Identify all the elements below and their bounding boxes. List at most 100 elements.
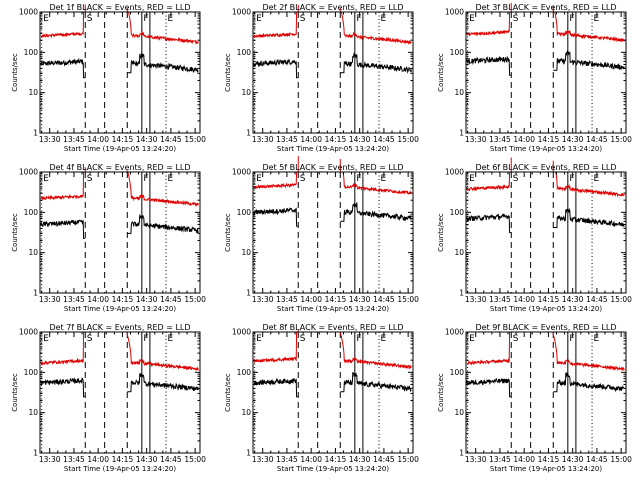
y-tick-label: 1000 xyxy=(19,168,38,177)
x-tick-label: 13:45 xyxy=(276,455,298,464)
x-tick-label: 14:15 xyxy=(112,295,134,304)
lld-series-line xyxy=(466,171,511,192)
y-axis-label: Counts/sec xyxy=(224,213,232,252)
y-tick-label: 100 xyxy=(24,368,39,377)
panel-title: Det 9f BLACK = Events, RED = LLD xyxy=(475,323,616,332)
x-tick-label: 13:30 xyxy=(39,455,61,464)
x-tick-label: 14:00 xyxy=(513,455,535,464)
panel-title: Det 7f BLACK = Events, RED = LLD xyxy=(49,323,190,332)
lld-series-line xyxy=(339,332,412,370)
marker-label: E xyxy=(469,14,475,24)
x-tick-label: 13:45 xyxy=(489,295,511,304)
x-tick-label: 14:15 xyxy=(325,295,347,304)
x-tick-label: 13:45 xyxy=(63,455,85,464)
marker-label: E xyxy=(43,14,49,24)
plot-frame xyxy=(39,331,201,454)
x-tick-label: 14:30 xyxy=(562,455,584,464)
plot-frame xyxy=(465,171,627,294)
y-tick-label: 1000 xyxy=(19,8,38,17)
marker-label: F xyxy=(356,334,361,344)
marker-label: F xyxy=(143,174,148,184)
marker-label: F xyxy=(569,14,574,24)
marker-label: S xyxy=(300,174,306,184)
x-axis-label: Start Time (19-Apr-05 13:24:20) xyxy=(277,465,389,473)
x-axis-label: Start Time (19-Apr-05 13:24:20) xyxy=(64,305,176,313)
x-tick-label: 15:00 xyxy=(397,455,419,464)
x-tick-label: 14:45 xyxy=(160,135,182,144)
x-tick-label: 14:45 xyxy=(373,135,395,144)
lld-series-line xyxy=(127,11,199,45)
x-tick-label: 14:30 xyxy=(562,295,584,304)
panel-title: Det 6f BLACK = Events, RED = LLD xyxy=(475,163,616,172)
y-tick-label: 1 xyxy=(33,449,38,458)
x-tick-label: 13:45 xyxy=(276,295,298,304)
y-axis-label: Counts/sec xyxy=(437,53,445,92)
marker-label: S xyxy=(513,334,519,344)
x-tick-label: 14:00 xyxy=(87,455,109,464)
x-tick-label: 14:45 xyxy=(160,455,182,464)
marker-label: F xyxy=(356,14,361,24)
marker-label: E xyxy=(381,174,387,184)
y-tick-label: 1 xyxy=(246,289,251,298)
marker-label: F xyxy=(143,14,148,24)
marker-label: E xyxy=(256,334,262,344)
x-tick-label: 14:15 xyxy=(325,455,347,464)
marker-label: E xyxy=(594,334,600,344)
plot-frame xyxy=(465,11,627,134)
plot-frame xyxy=(252,11,414,134)
y-axis-label: Counts/sec xyxy=(224,373,232,412)
events-series-line xyxy=(553,207,625,228)
y-tick-label: 100 xyxy=(237,208,252,217)
panel-title: Det 4f BLACK = Events, RED = LLD xyxy=(49,163,190,172)
y-axis-label: Counts/sec xyxy=(11,213,19,252)
x-tick-label: 15:00 xyxy=(397,295,419,304)
marker-label: E xyxy=(381,334,387,344)
x-tick-label: 13:30 xyxy=(39,135,61,144)
x-axis-label: Start Time (19-Apr-05 13:24:20) xyxy=(64,465,176,473)
x-tick-label: 13:30 xyxy=(465,455,487,464)
y-tick-label: 100 xyxy=(450,368,465,377)
y-tick-label: 1000 xyxy=(445,328,464,337)
panel-title: Det 2f BLACK = Events, RED = LLD xyxy=(262,3,403,12)
y-axis-label: Counts/sec xyxy=(437,373,445,412)
lld-series-line xyxy=(340,171,412,195)
events-series-line xyxy=(253,58,298,79)
x-tick-label: 14:15 xyxy=(538,295,560,304)
y-tick-label: 1000 xyxy=(232,8,251,17)
x-tick-label: 13:45 xyxy=(489,455,511,464)
x-tick-label: 13:30 xyxy=(252,295,274,304)
x-tick-label: 14:00 xyxy=(513,135,535,144)
y-tick-label: 1 xyxy=(246,449,251,458)
x-tick-label: 14:30 xyxy=(136,455,158,464)
y-tick-label: 1000 xyxy=(232,328,251,337)
y-tick-label: 100 xyxy=(450,48,465,57)
events-series-line xyxy=(553,371,625,393)
x-tick-label: 14:30 xyxy=(349,455,371,464)
y-tick-label: 1000 xyxy=(445,168,464,177)
events-series-line xyxy=(127,372,199,393)
y-axis-label: Counts/sec xyxy=(11,373,19,412)
x-tick-label: 14:00 xyxy=(87,135,109,144)
marker-label: E xyxy=(168,174,174,184)
marker-label: E xyxy=(469,334,475,344)
x-tick-label: 13:30 xyxy=(252,455,274,464)
marker-label: E xyxy=(256,174,262,184)
x-tick-label: 13:30 xyxy=(465,135,487,144)
x-tick-label: 15:00 xyxy=(184,135,206,144)
x-tick-label: 14:30 xyxy=(136,295,158,304)
marker-label: S xyxy=(87,174,93,184)
y-axis-label: Counts/sec xyxy=(224,53,232,92)
panel-title: Det 8f BLACK = Events, RED = LLD xyxy=(262,323,403,332)
y-tick-label: 10 xyxy=(454,408,464,417)
y-tick-label: 10 xyxy=(28,248,38,257)
x-tick-label: 15:00 xyxy=(184,295,206,304)
x-tick-label: 13:30 xyxy=(252,135,274,144)
y-tick-label: 10 xyxy=(28,88,38,97)
marker-label: E xyxy=(594,174,600,184)
